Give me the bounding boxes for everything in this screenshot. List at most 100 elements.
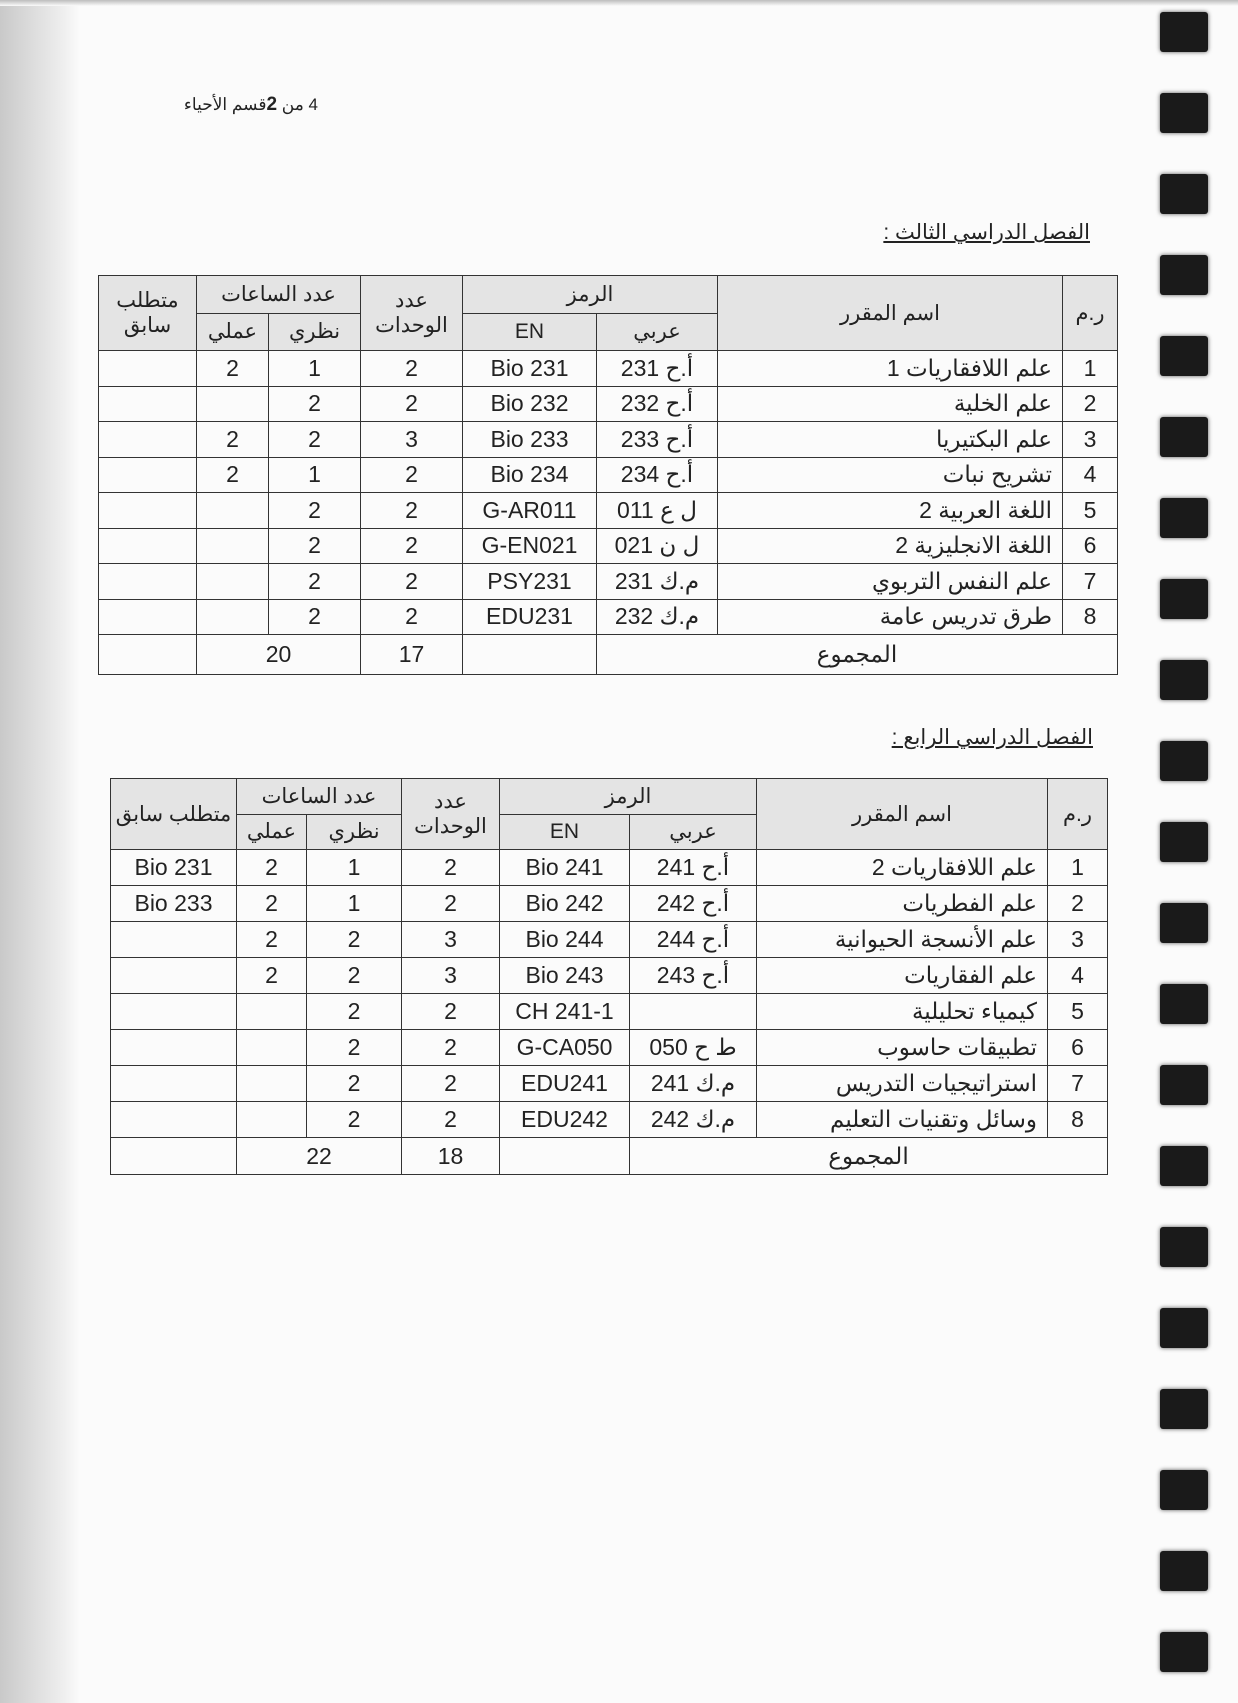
table-row: 3 علم البكتيريا أ.ح 233 Bio 233 3 2 2	[98, 421, 1118, 458]
cell-en: Bio 243	[499, 957, 630, 994]
cell-practical	[196, 527, 269, 564]
cell-en: Bio 241	[499, 849, 630, 886]
cell-ar: أ.ح 234	[596, 456, 718, 493]
cell-ar: أ.ح 231	[596, 350, 718, 387]
cell-prereq	[110, 1065, 237, 1102]
cell-name: علم النفس التربوي	[717, 563, 1063, 600]
cell-name: تشريح نبات	[717, 456, 1063, 493]
binding-hole	[1160, 174, 1208, 214]
cell-no: 6	[1047, 1029, 1108, 1066]
cell-theory: 2	[306, 993, 402, 1030]
binding-hole	[1160, 12, 1208, 52]
cell-name: علم اللافقاريات 2	[756, 849, 1048, 886]
cell-units: 3	[360, 421, 463, 458]
cell-en: Bio 232	[462, 385, 597, 422]
cell-prereq	[110, 993, 237, 1030]
cell-prereq	[98, 385, 197, 422]
cell-units: 2	[360, 598, 463, 635]
cell-name: علم الفقاريات	[756, 957, 1048, 994]
table-row: 7 استراتيجيات التدريس م.ك 241 EDU241 2 2	[110, 1065, 1108, 1102]
table-row: 5 كيمياء تحليلية CH 241-1 2 2	[110, 993, 1108, 1030]
header-practical: عملي	[236, 813, 307, 850]
total-units: 18	[401, 1137, 500, 1175]
cell-practical	[236, 993, 307, 1030]
cell-ar: ط ح 050	[629, 1029, 757, 1066]
cell-theory: 1	[306, 885, 402, 922]
cell-units: 2	[360, 350, 463, 387]
header-name: اسم المقرر	[717, 275, 1063, 351]
table-row: 1 علم اللافقاريات 2 أ.ح 241 Bio 241 2 1 2 Bio 2…	[110, 849, 1108, 886]
binding-hole	[1160, 1146, 1208, 1186]
cell-practical	[236, 1029, 307, 1066]
cell-prereq	[98, 563, 197, 600]
total-hours: 22	[236, 1137, 402, 1175]
cell-ar	[629, 993, 757, 1030]
binding-hole	[1160, 417, 1208, 457]
cell-ar: م.ك 232	[596, 598, 718, 635]
semester-4-table: ر.م اسم المقرر الرمز عدد الوحدات عدد الس…	[110, 778, 1108, 1175]
cell-prereq	[98, 456, 197, 493]
total-label: المجموع	[596, 634, 1118, 675]
page-header: 4 من 2قسم الأحياء	[150, 94, 318, 116]
cell-prereq	[110, 921, 237, 958]
table-row: 3 علم الأنسجة الحيوانية أ.ح 244 Bio 244 3 2 2	[110, 921, 1108, 958]
cell-prereq	[98, 598, 197, 635]
cell-practical: 2	[236, 849, 307, 886]
cell-practical: 2	[196, 456, 269, 493]
binding-holes	[1160, 0, 1220, 1703]
cell-en: Bio 242	[499, 885, 630, 922]
binding-hole	[1160, 336, 1208, 376]
binding-hole	[1160, 498, 1208, 538]
cell-units: 3	[401, 921, 500, 958]
binding-hole	[1160, 1389, 1208, 1429]
cell-name: تطبيقات حاسوب	[756, 1029, 1048, 1066]
cell-ar: أ.ح 241	[629, 849, 757, 886]
header-code-ar: عربي	[629, 813, 757, 850]
table-row: 7 علم النفس التربوي م.ك 231 PSY231 2 2	[98, 563, 1118, 600]
binding-hole	[1160, 93, 1208, 133]
total-empty	[462, 634, 597, 675]
cell-units: 2	[401, 885, 500, 922]
binding-hole	[1160, 255, 1208, 295]
binding-hole	[1160, 903, 1208, 943]
cell-no: 5	[1062, 492, 1118, 529]
cell-no: 1	[1062, 350, 1118, 387]
cell-no: 3	[1047, 921, 1108, 958]
cell-prereq: Bio 231	[110, 849, 237, 886]
cell-theory: 1	[268, 456, 361, 493]
scan-edge-shadow	[0, 0, 80, 1703]
semester-4-heading: الفصل الدراسي الرابع :	[891, 726, 1093, 749]
cell-theory: 1	[306, 849, 402, 886]
binding-hole	[1160, 579, 1208, 619]
header-prereq: متطلب سابق	[110, 778, 237, 850]
cell-no: 4	[1047, 957, 1108, 994]
cell-theory: 2	[268, 385, 361, 422]
cell-name: طرق تدريس عامة	[717, 598, 1063, 635]
binding-hole	[1160, 1551, 1208, 1591]
total-prereq-empty	[110, 1137, 237, 1175]
cell-name: اللغة الانجليزية 2	[717, 527, 1063, 564]
total-hours: 20	[196, 634, 361, 675]
cell-no: 8	[1062, 598, 1118, 635]
cell-ar: م.ك 242	[629, 1101, 757, 1138]
cell-en: EDU242	[499, 1101, 630, 1138]
table-row: 4 تشريح نبات أ.ح 234 Bio 234 2 1 2	[98, 456, 1118, 493]
cell-theory: 2	[268, 563, 361, 600]
cell-practical: 2	[236, 885, 307, 922]
cell-prereq	[98, 350, 197, 387]
cell-name: اللغة العربية 2	[717, 492, 1063, 529]
cell-theory: 2	[268, 598, 361, 635]
cell-prereq	[110, 957, 237, 994]
binding-hole	[1160, 1065, 1208, 1105]
cell-practical	[196, 492, 269, 529]
binding-hole	[1160, 1632, 1208, 1672]
cell-theory: 2	[268, 527, 361, 564]
cell-practical: 2	[196, 350, 269, 387]
total-row: المجموع 17 20	[98, 634, 1118, 675]
cell-no: 6	[1062, 527, 1118, 564]
cell-theory: 2	[306, 921, 402, 958]
cell-theory: 2	[306, 957, 402, 994]
scan-top-edge	[0, 0, 1238, 6]
